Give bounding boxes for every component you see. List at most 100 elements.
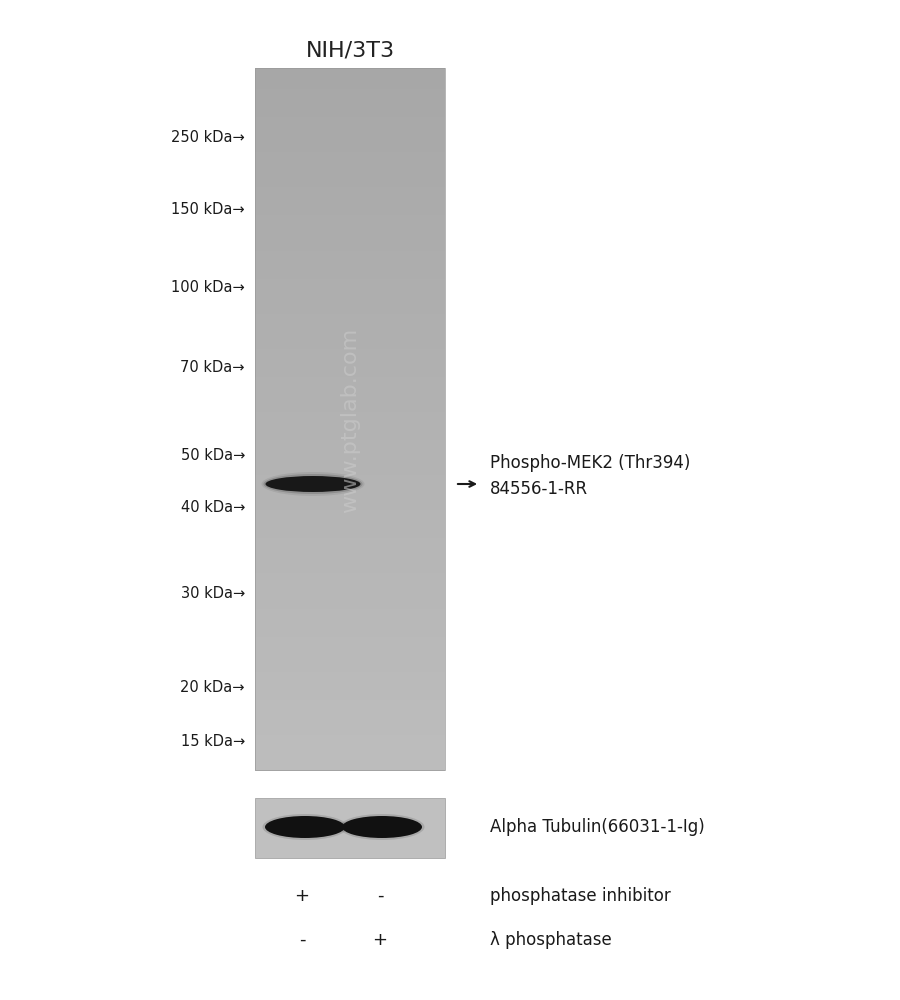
Bar [255,644,445,652]
Bar [255,707,445,715]
Bar [255,524,445,532]
Text: 100 kDa→: 100 kDa→ [171,279,245,294]
Bar [255,587,445,595]
Text: 70 kDa→: 70 kDa→ [181,360,245,375]
Bar [255,566,445,574]
Bar [255,124,445,132]
Bar [255,658,445,666]
Bar [255,138,445,146]
Bar [255,735,445,743]
Bar [255,265,445,273]
Bar [255,602,445,610]
Text: +: + [373,931,388,949]
Text: λ phosphatase: λ phosphatase [490,931,612,949]
Text: +: + [294,887,310,905]
Bar [255,180,445,188]
Bar [255,580,445,588]
Text: 15 kDa→: 15 kDa→ [181,734,245,750]
Bar [255,300,445,308]
Bar [255,552,445,560]
Bar [255,714,445,722]
Bar [255,728,445,736]
Bar [255,398,445,406]
Bar [255,279,445,287]
Bar [255,96,445,104]
Bar [255,665,445,673]
Bar [255,201,445,209]
Bar [255,349,445,357]
Bar [255,594,445,603]
Bar [255,117,445,125]
Bar [255,545,445,553]
Ellipse shape [342,816,422,838]
Bar [255,166,445,174]
Bar [255,405,445,413]
Bar [255,272,445,280]
Bar [255,433,445,441]
Bar [255,342,445,350]
Bar [255,145,445,153]
Bar [255,363,445,371]
Bar [255,700,445,708]
Text: NIH/3T3: NIH/3T3 [305,40,394,60]
Bar [255,152,445,160]
Bar [255,173,445,181]
Bar [255,749,445,757]
Text: 20 kDa→: 20 kDa→ [181,680,245,696]
Bar [255,131,445,139]
Bar [255,377,445,385]
Bar [255,510,445,518]
Bar [255,356,445,364]
Bar [255,370,445,378]
Bar [255,672,445,680]
Bar [255,222,445,230]
Bar [255,798,445,858]
Text: 250 kDa→: 250 kDa→ [171,130,245,145]
Bar [255,531,445,539]
Bar [255,328,445,336]
Bar [255,110,445,118]
Ellipse shape [339,814,425,840]
Ellipse shape [265,816,345,838]
Bar [255,623,445,631]
Bar [255,538,445,546]
Bar [255,517,445,525]
Bar [255,461,445,469]
Bar [255,68,445,76]
Bar [255,229,445,237]
Text: 50 kDa→: 50 kDa→ [181,448,245,462]
Bar [255,573,445,581]
Bar [255,454,445,462]
Bar [255,651,445,659]
Bar [255,384,445,392]
Bar [255,75,445,83]
Bar [255,412,445,420]
Bar [255,314,445,322]
Bar [255,482,445,490]
Bar [255,721,445,729]
Bar [255,236,445,244]
Bar [255,609,445,617]
Bar [255,475,445,483]
Bar [255,215,445,223]
Bar [255,251,445,259]
Bar [255,763,445,771]
Text: Phospho-MEK2 (Thr394): Phospho-MEK2 (Thr394) [490,454,690,472]
Bar [255,335,445,343]
Text: 84556-1-RR: 84556-1-RR [490,480,588,498]
Bar [255,208,445,216]
Bar [255,447,445,455]
Text: -: - [377,887,383,905]
Bar [255,679,445,687]
Bar [255,559,445,567]
Ellipse shape [266,476,361,492]
Bar [255,489,445,497]
Bar [255,686,445,694]
Bar [255,68,445,770]
Bar [255,89,445,97]
Bar [255,307,445,315]
Bar [255,693,445,701]
Bar [255,159,445,167]
Bar [255,243,445,252]
Text: 40 kDa→: 40 kDa→ [181,500,245,516]
